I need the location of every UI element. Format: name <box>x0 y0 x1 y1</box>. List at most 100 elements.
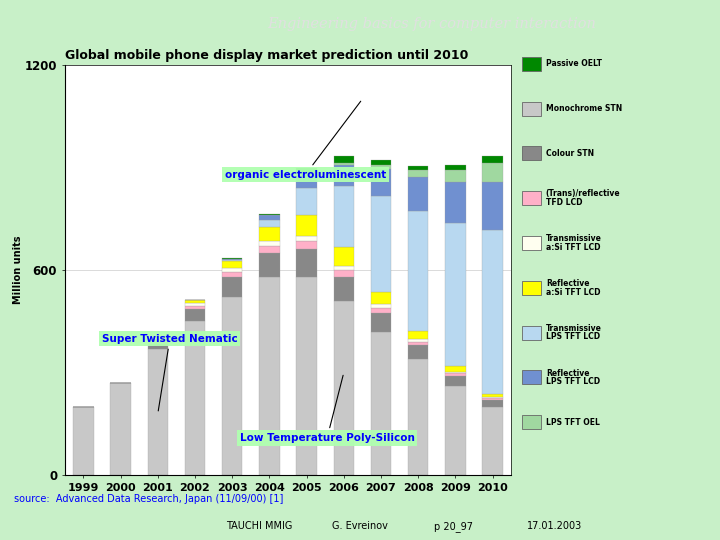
Bar <box>482 394 503 397</box>
Bar <box>297 236 317 241</box>
Bar <box>222 259 243 260</box>
Text: G. Evreinov: G. Evreinov <box>332 521 388 531</box>
Text: Monochrome STN: Monochrome STN <box>546 104 622 113</box>
Bar <box>371 313 391 332</box>
Bar <box>408 170 428 177</box>
Text: LPS TFT OEL: LPS TFT OEL <box>546 418 600 427</box>
Bar <box>408 330 428 339</box>
Bar <box>259 220 279 227</box>
Bar <box>333 186 354 247</box>
Text: 17.01.2003: 17.01.2003 <box>527 521 582 531</box>
Bar <box>482 182 503 230</box>
Bar <box>408 359 428 475</box>
Bar <box>408 339 428 342</box>
Bar <box>445 367 466 372</box>
Bar <box>259 227 279 241</box>
Bar <box>445 373 466 376</box>
Text: Low Temperature Poly-Silicon: Low Temperature Poly-Silicon <box>240 375 415 443</box>
Bar <box>222 261 243 268</box>
Bar <box>185 306 205 309</box>
Bar <box>148 341 168 342</box>
Bar <box>408 211 428 330</box>
Bar <box>445 376 466 386</box>
Bar <box>259 246 279 253</box>
Bar <box>297 168 317 173</box>
Text: organic electroluminescent: organic electroluminescent <box>225 101 386 180</box>
Bar <box>371 308 391 313</box>
Text: (Trans)/reflective: (Trans)/reflective <box>546 190 621 198</box>
Text: TFD LCD: TFD LCD <box>546 198 582 207</box>
Bar <box>222 258 243 259</box>
Bar <box>185 300 205 303</box>
Bar <box>408 345 428 359</box>
Bar <box>297 188 317 215</box>
Bar <box>148 342 168 343</box>
Bar <box>259 214 279 215</box>
Bar <box>297 173 317 174</box>
Bar <box>222 260 243 261</box>
Bar <box>408 177 428 211</box>
Bar <box>185 303 205 306</box>
Text: Transmissive: Transmissive <box>546 324 602 333</box>
Bar <box>259 241 279 246</box>
Bar <box>482 163 503 182</box>
Bar <box>445 165 466 170</box>
Bar <box>445 182 466 223</box>
Bar <box>445 170 466 182</box>
Bar <box>333 301 354 475</box>
Bar <box>371 332 391 475</box>
Bar <box>333 156 354 163</box>
Text: Global mobile phone display market prediction until 2010: Global mobile phone display market predi… <box>65 49 468 62</box>
Bar <box>148 349 168 475</box>
Text: Passive OELT: Passive OELT <box>546 59 602 68</box>
Bar <box>333 247 354 266</box>
Bar <box>333 266 354 270</box>
Bar <box>110 383 131 475</box>
Bar <box>222 272 243 277</box>
Bar <box>333 163 354 165</box>
Text: Reflective: Reflective <box>546 279 589 288</box>
Bar <box>297 241 317 249</box>
Bar <box>185 309 205 321</box>
Text: Colour STN: Colour STN <box>546 149 594 158</box>
Bar <box>297 174 317 188</box>
Bar <box>371 292 391 304</box>
Bar <box>259 253 279 277</box>
Bar <box>333 277 354 301</box>
Bar <box>482 397 503 399</box>
Bar <box>445 372 466 373</box>
Text: Reflective: Reflective <box>546 369 589 377</box>
Bar <box>482 407 503 475</box>
Bar <box>148 343 168 349</box>
Y-axis label: Million units: Million units <box>13 236 23 304</box>
Text: TAUCHI MMIG: TAUCHI MMIG <box>226 521 292 531</box>
Bar <box>371 169 391 197</box>
Bar <box>408 342 428 345</box>
Bar <box>445 386 466 475</box>
Bar <box>445 223 466 367</box>
Bar <box>371 160 391 165</box>
Text: a:Si TFT LCD: a:Si TFT LCD <box>546 288 600 296</box>
Text: p 20_97: p 20_97 <box>434 521 473 532</box>
Text: LPS TFT LCD: LPS TFT LCD <box>546 333 600 341</box>
Bar <box>408 166 428 170</box>
Bar <box>482 400 503 407</box>
Bar <box>222 298 243 475</box>
Bar <box>482 230 503 394</box>
Bar <box>371 165 391 169</box>
Text: a:Si TFT LCD: a:Si TFT LCD <box>546 243 600 252</box>
Bar <box>222 277 243 298</box>
Bar <box>222 268 243 272</box>
Bar <box>333 165 354 186</box>
Bar <box>371 197 391 292</box>
Bar <box>297 215 317 236</box>
Bar <box>259 215 279 220</box>
Bar <box>482 156 503 163</box>
Text: Engineering basics for computer interaction: Engineering basics for computer interact… <box>268 17 596 31</box>
Text: Transmissive: Transmissive <box>546 234 602 243</box>
Bar <box>148 340 168 341</box>
Text: source:  Advanced Data Research, Japan (11/09/00) [1]: source: Advanced Data Research, Japan (1… <box>14 494 284 504</box>
Bar <box>185 321 205 475</box>
Text: LPS TFT LCD: LPS TFT LCD <box>546 377 600 386</box>
Bar <box>371 304 391 308</box>
